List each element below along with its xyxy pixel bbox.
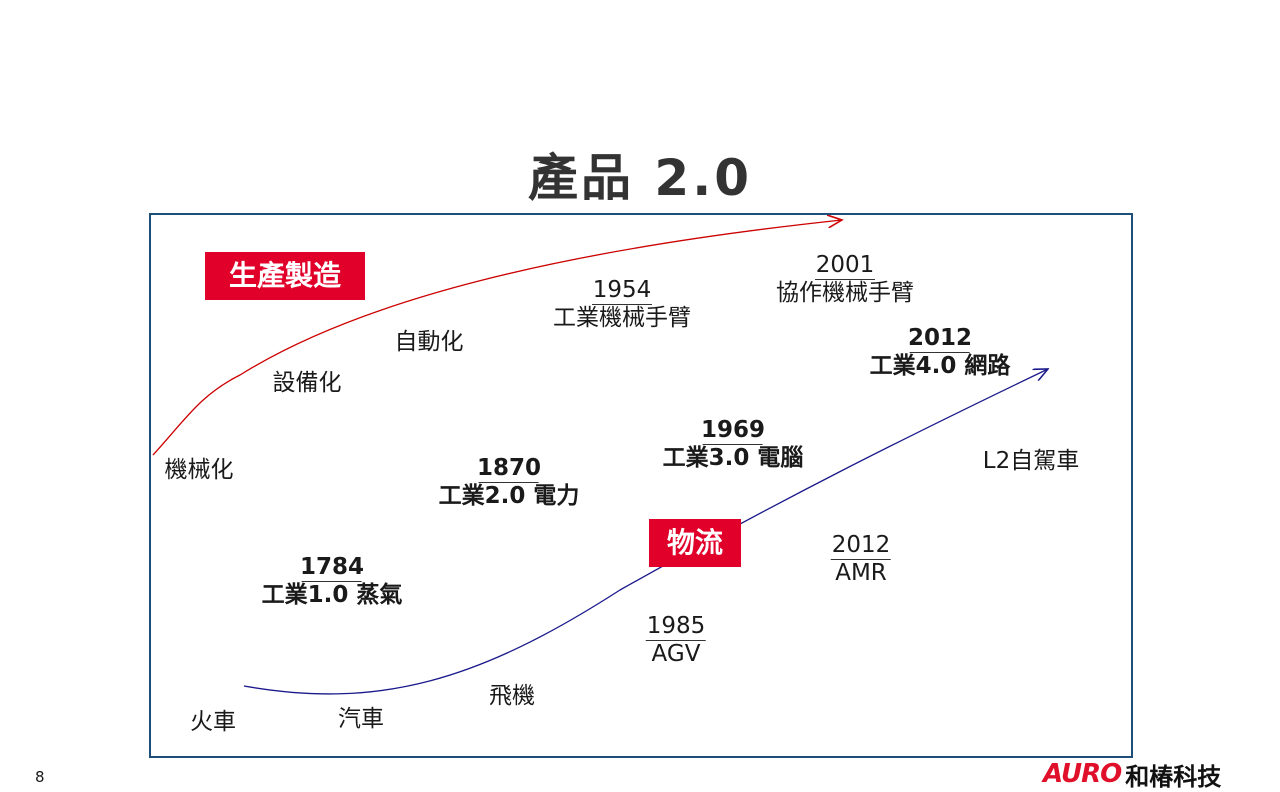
industry-label: 工業4.0 網路 bbox=[869, 353, 1011, 379]
milestone-label: 協作機械手臂 bbox=[776, 280, 914, 306]
manufacturing-tag: 生產製造 bbox=[205, 252, 365, 300]
industry-year: 1784 bbox=[299, 554, 365, 580]
milestone-label: AGV bbox=[647, 640, 706, 668]
industry-4-0: 2012 工業4.0 網路 bbox=[870, 324, 1011, 380]
logo-brand: AURO bbox=[1043, 759, 1122, 789]
milestone-1985: 1985 AGV bbox=[647, 612, 706, 668]
stage-automation: 自動化 bbox=[394, 329, 464, 355]
company-logo: AURO 和椿科技 bbox=[1043, 759, 1221, 791]
industry-label: 工業2.0 電力 bbox=[438, 483, 580, 509]
stage-mechanization: 機械化 bbox=[164, 457, 234, 483]
industry-label: 工業1.0 蒸氣 bbox=[261, 582, 403, 608]
industry-year: 2012 bbox=[907, 325, 973, 351]
manufacturing-arrow bbox=[152, 220, 842, 456]
logistics-arrow bbox=[243, 369, 1048, 695]
industry-2-0: 1870 工業2.0 電力 bbox=[439, 454, 580, 510]
milestone-label: 工業機械手臂 bbox=[553, 305, 691, 331]
industry-year: 1969 bbox=[700, 417, 766, 443]
milestone-year: 1954 bbox=[592, 277, 652, 303]
logistics-tag: 物流 bbox=[649, 519, 741, 567]
stage-l2-autonomous: L2自駕車 bbox=[982, 448, 1080, 474]
stage-car: 汽車 bbox=[338, 706, 384, 732]
milestone-2012-amr: 2012 AMR bbox=[832, 531, 891, 587]
logo-company: 和椿科技 bbox=[1125, 762, 1222, 791]
stage-train: 火車 bbox=[190, 709, 236, 735]
milestone-year: 1985 bbox=[646, 613, 706, 639]
milestone-2001: 2001 協作機械手臂 bbox=[776, 251, 914, 307]
milestone-1954: 1954 工業機械手臂 bbox=[553, 276, 691, 332]
milestone-year: 2012 bbox=[831, 532, 891, 558]
stage-equipment: 設備化 bbox=[272, 370, 342, 396]
slide-title: 產品 2.0 bbox=[528, 149, 752, 207]
industry-year: 1870 bbox=[476, 455, 542, 481]
industry-3-0: 1969 工業3.0 電腦 bbox=[663, 416, 804, 472]
milestone-year: 2001 bbox=[815, 252, 875, 278]
industry-label: 工業3.0 電腦 bbox=[662, 445, 804, 471]
milestone-label: AMR bbox=[832, 559, 891, 587]
stage-airplane: 飛機 bbox=[489, 683, 535, 709]
page-number: 8 bbox=[35, 768, 45, 786]
industry-1-0: 1784 工業1.0 蒸氣 bbox=[262, 553, 403, 609]
content-frame bbox=[149, 213, 1133, 758]
